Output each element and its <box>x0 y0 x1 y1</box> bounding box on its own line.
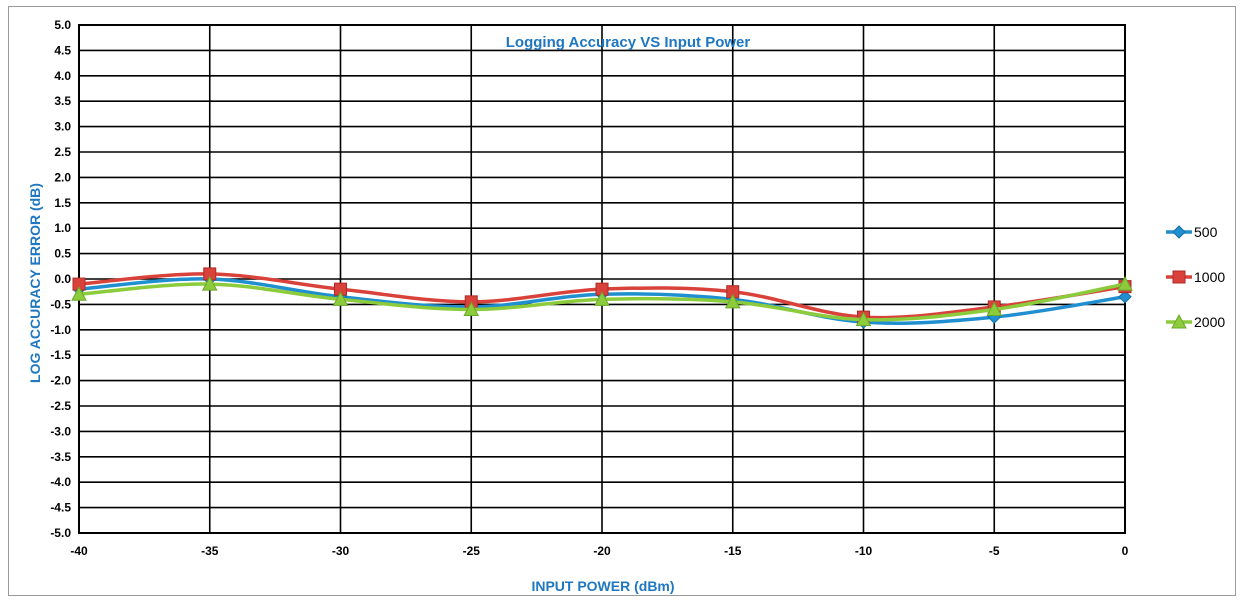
y-tick-label: -4.0 <box>50 475 71 489</box>
y-tick-label: 5.0 <box>54 18 71 32</box>
data-point-2000 <box>594 291 610 306</box>
grid <box>78 24 1126 534</box>
y-tick-labels: 5.0 4.5 4.0 3.5 3.0 2.5 2.0 1.5 1.0 0.5 0.0 -0.5 -1.… <box>50 18 71 540</box>
legend-entry-1000: 1000 <box>1166 269 1225 285</box>
y-tick-label: 1.0 <box>54 221 71 235</box>
legend-diamond-icon <box>1172 225 1186 239</box>
data-point-2000 <box>1117 276 1133 291</box>
legend-square-icon <box>1172 270 1186 284</box>
y-axis-label: LOG ACCURACY ERROR (dB) <box>27 183 43 383</box>
y-tick-label: 2.5 <box>54 145 71 159</box>
legend-entry-2000: 2000 <box>1166 313 1225 330</box>
y-tick-label: -4.5 <box>50 501 71 515</box>
y-tick-label: -5.0 <box>50 526 71 540</box>
x-tick-label: -35 <box>201 544 219 558</box>
y-tick-label: 0.5 <box>54 247 71 261</box>
data-point-2000 <box>855 311 872 327</box>
x-tick-label: -5 <box>989 544 1000 558</box>
y-tick-label: -3.5 <box>50 450 71 464</box>
y-tick-label: -2.5 <box>50 399 71 413</box>
y-tick-label: 4.0 <box>54 69 71 83</box>
y-tick-label: 3.0 <box>54 120 71 134</box>
y-tick-label: 0.0 <box>54 272 71 286</box>
legend-entry-500: 500 <box>1166 224 1218 240</box>
data-point-2000 <box>201 276 218 291</box>
y-tick-label: 2.0 <box>54 170 71 184</box>
y-tick-label: -2.0 <box>50 374 71 388</box>
x-tick-label: -30 <box>332 544 350 558</box>
chart-title: Logging Accuracy VS Input Power <box>506 34 751 51</box>
data-point-2000 <box>986 301 1003 316</box>
y-tick-label: -3.0 <box>50 424 71 438</box>
legend-triangle-icon <box>1171 313 1187 329</box>
data-point-500 <box>1118 290 1132 304</box>
data-point-2000 <box>71 286 87 301</box>
x-tick-label: -20 <box>593 544 611 558</box>
x-tick-label: -40 <box>70 544 88 558</box>
chart-frame <box>8 6 1236 596</box>
legend-label: 2000 <box>1194 314 1225 330</box>
data-point-2000 <box>463 301 480 316</box>
series-layer <box>71 267 1133 329</box>
y-tick-label: -0.5 <box>50 297 71 311</box>
data-point-2000 <box>724 293 741 309</box>
data-point-2000 <box>332 291 349 306</box>
y-tick-label: -1.0 <box>50 323 71 337</box>
x-axis-label: INPUT POWER (dBm) <box>531 578 674 594</box>
y-tick-label: 4.5 <box>54 43 71 57</box>
y-tick-label: 1.5 <box>54 196 71 210</box>
series-2000 <box>71 276 1133 327</box>
legend-label: 500 <box>1194 224 1218 240</box>
x-tick-label: -15 <box>724 544 742 558</box>
x-tick-labels: -40 -35 -30 -25 -20 -15 -10 -5 0 <box>70 544 1128 558</box>
y-tick-label: 3.5 <box>54 94 71 108</box>
legend-label: 1000 <box>1194 269 1225 285</box>
legend: 500 1000 2000 <box>1166 224 1225 330</box>
x-tick-label: 0 <box>1122 544 1129 558</box>
x-tick-label: -10 <box>855 544 873 558</box>
x-tick-label: -25 <box>463 544 481 558</box>
y-tick-label: -1.5 <box>50 348 71 362</box>
